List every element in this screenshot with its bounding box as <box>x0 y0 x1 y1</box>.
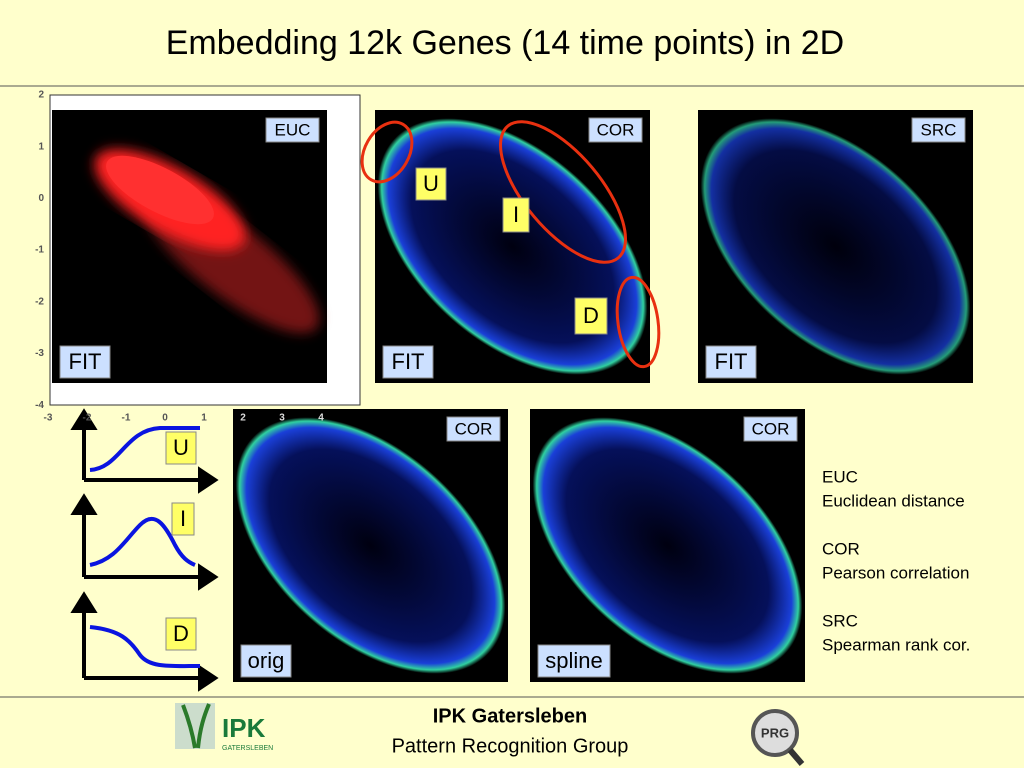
x-tick-label: 2 <box>240 413 246 424</box>
profile-curves <box>89 426 201 669</box>
legend-abbr: EUC <box>822 467 858 486</box>
legend-abbr: COR <box>822 539 860 558</box>
scatter-cloud <box>94 149 320 334</box>
prg-logo-lens <box>751 709 799 757</box>
x-tick-label: 3 <box>279 413 285 424</box>
legend-desc: Pearson correlation <box>822 563 969 582</box>
panel-label-box <box>537 644 611 678</box>
profile-label: I <box>180 506 186 531</box>
profile-label-box <box>165 617 197 651</box>
y-tick-label: 1 <box>38 141 44 152</box>
annotation-box <box>574 297 608 335</box>
y-tick-label: -4 <box>35 400 44 411</box>
footer-group: Pattern Recognition Group <box>392 735 629 757</box>
panel-label: FIT <box>69 349 102 374</box>
density-ellipse <box>700 118 971 375</box>
panel-tag: EUC <box>275 120 311 139</box>
annotation: I <box>513 202 519 227</box>
prg-logo-handle <box>787 748 805 766</box>
x-tick-label: -2 <box>83 413 92 424</box>
panel-label-box <box>240 644 292 678</box>
prg-logo-text: PRG <box>761 725 789 740</box>
annotation-box <box>502 197 530 233</box>
x-tick-label: -1 <box>122 413 131 424</box>
panel-label-box <box>59 345 111 379</box>
x-tick-label: -3 <box>44 413 53 424</box>
y-tick-label: -1 <box>35 245 44 256</box>
panel-label-box <box>382 345 434 379</box>
panel-label: spline <box>545 648 602 673</box>
slide-title: Embedding 12k Genes (14 time points) in … <box>166 24 844 62</box>
panel-tag-box <box>588 117 643 143</box>
y-tick-label: 0 <box>38 193 44 204</box>
annotation-box <box>415 167 447 201</box>
profile-label-box <box>171 502 195 536</box>
annotation: D <box>583 303 599 328</box>
y-tick-label: -2 <box>35 296 44 307</box>
panel-tag-box <box>911 117 966 143</box>
panel-tag: COR <box>597 120 635 139</box>
panel-label: orig <box>248 648 285 673</box>
footer-org: IPK Gatersleben <box>433 705 588 727</box>
legend-desc: Spearman rank cor. <box>822 635 970 654</box>
panel-tag: COR <box>752 419 790 438</box>
panel-tag-box <box>446 416 501 442</box>
ipk-logo-sub: GATERSLEBEN <box>222 745 273 752</box>
ipk-logo-leaf <box>181 703 211 749</box>
y-tick-label: -3 <box>35 348 44 359</box>
panel-label-box <box>705 345 757 379</box>
x-tick-label: 4 <box>318 413 324 424</box>
panel-tag-box <box>265 117 320 143</box>
panel-label: FIT <box>392 349 425 374</box>
density-ellipse <box>235 417 506 674</box>
highlight-ellipses <box>360 120 661 369</box>
legend-abbr: SRC <box>822 611 858 630</box>
density-ellipse <box>532 417 803 674</box>
y-tick-label: 2 <box>38 90 44 101</box>
panel-label: FIT <box>715 349 748 374</box>
x-tick-label: 1 <box>201 413 207 424</box>
annotation: U <box>423 171 439 196</box>
profile-label: U <box>173 435 189 460</box>
legend-desc: Euclidean distance <box>822 491 965 510</box>
panel-tag: COR <box>455 419 493 438</box>
panel-tag-box <box>743 416 798 442</box>
profile-axes <box>70 408 219 692</box>
profile-label: D <box>173 621 189 646</box>
profile-label-box <box>165 431 197 465</box>
x-tick-label: 0 <box>162 413 168 424</box>
ipk-logo-text: IPK <box>222 713 266 743</box>
panel-tag: SRC <box>921 120 957 139</box>
